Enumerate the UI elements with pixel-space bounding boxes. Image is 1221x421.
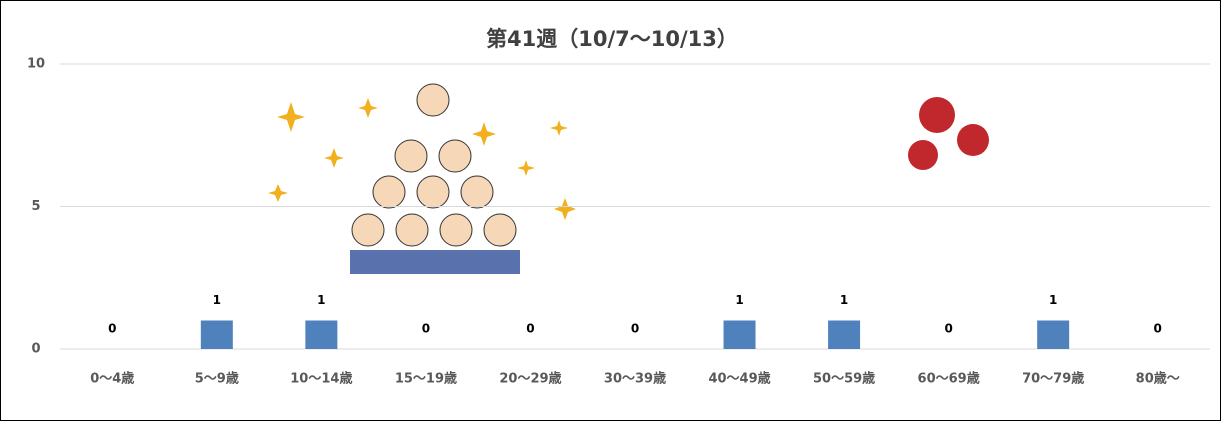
x-tick-label: 40～49歳 [708, 371, 770, 387]
y-tick-label: 5 [31, 199, 40, 214]
x-tick-label: 15～19歳 [395, 371, 457, 387]
data-label: 0 [631, 322, 639, 336]
x-tick-label: 0～4歳 [90, 371, 134, 387]
x-tick-label: 60～69歳 [918, 371, 980, 387]
x-tick-label: 30～39歳 [604, 371, 666, 387]
x-tick-label: 70～79歳 [1022, 371, 1084, 387]
x-tick-label: 5～9歳 [195, 371, 239, 387]
chart: 第41週（10/7～10/13） 05100～4歳05～9歳110～14歳115… [0, 0, 1221, 421]
x-tick-label: 20～29歳 [499, 371, 561, 387]
data-label: 0 [526, 322, 534, 336]
x-tick-label: 50～59歳 [813, 371, 875, 387]
data-label: 1 [317, 293, 325, 307]
data-label: 1 [1049, 293, 1057, 307]
y-tick-label: 10 [27, 57, 45, 72]
data-label: 0 [944, 322, 952, 336]
data-label: 1 [213, 293, 221, 307]
data-label: 0 [422, 322, 430, 336]
data-label: 0 [108, 322, 116, 336]
bar [201, 321, 233, 350]
chart-title: 第41週（10/7～10/13） [486, 27, 738, 51]
y-tick-label: 0 [31, 342, 40, 357]
bar [828, 321, 860, 350]
x-tick-label: 80歳～ [1136, 371, 1180, 387]
data-label: 1 [735, 293, 743, 307]
bar [305, 321, 337, 350]
data-label: 1 [840, 293, 848, 307]
bar [1037, 321, 1069, 350]
x-tick-label: 10～14歳 [290, 371, 352, 387]
data-label: 0 [1154, 322, 1162, 336]
bar [724, 321, 756, 350]
